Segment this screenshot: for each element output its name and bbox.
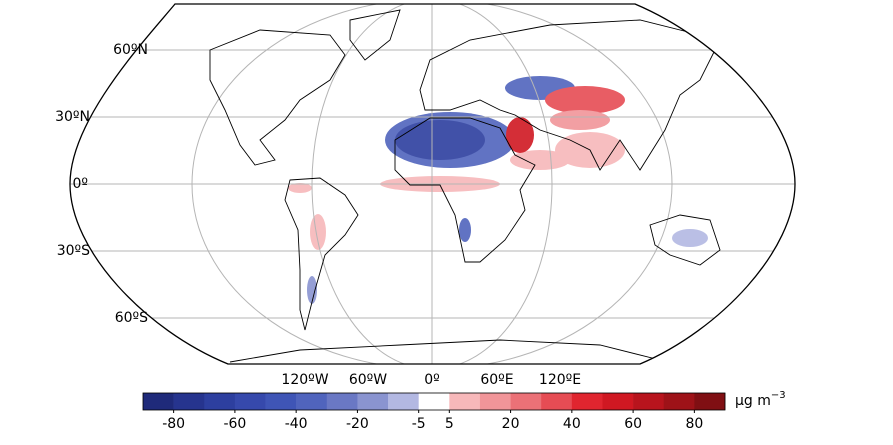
lat-label: 30ºN [55,109,90,125]
colorbar-bin [326,393,358,410]
colorbar-tick-label: -20 [346,416,369,432]
lon-label: 60ºE [480,372,513,388]
colorbar-bin [234,393,266,410]
coastlines [209,9,721,363]
colorbar-bin [479,393,511,410]
labels: 60ºN 30ºN 0º 30ºS 60ºS 120ºW 60ºW 0º 60ºE 120ºE [55,42,581,388]
colorbar-tick-label: -60 [223,416,246,432]
colorbar-bin [388,393,419,410]
colorbar-bin [449,393,481,410]
colorbar-bin [663,393,695,410]
colorbar-tick-label: 80 [685,416,703,432]
lat-label: 60ºS [115,310,148,326]
unit-exponent: −3 [771,390,786,401]
colorbar-bin [510,393,542,410]
colorbar-bin [296,393,328,410]
colorbar-tick-label: 5 [445,416,454,432]
colorbar-bin [357,393,389,410]
colorbar-tick-label: 20 [502,416,520,432]
colorbar-tick-label: -40 [285,416,308,432]
map-border [69,3,796,365]
anomaly-fields [288,76,708,304]
colorbar-tick-label: 40 [563,416,581,432]
colorbar: -80 -60 -40 -20 -5 5 20 40 60 80 μg m−3 [142,390,786,432]
colorbar-frame [142,392,726,411]
colorbar-bin [541,393,573,410]
colorbar-bin [173,393,205,410]
colorbar-tick-label: -5 [412,416,426,432]
map-body [70,4,795,364]
lon-label: 120ºE [539,372,581,388]
colorbar-bin [571,393,603,410]
unit-text: μg m [735,393,771,409]
lat-label: 60ºN [113,42,148,58]
lon-label: 0º [424,372,440,388]
colorbar-tick-label: -80 [162,416,185,432]
colorbar-unit: μg m−3 [735,390,786,409]
colorbar-tick-label: 60 [624,416,642,432]
colorbar-bin [633,393,665,410]
lon-label: 60ºW [349,372,387,388]
colorbar-bin [204,393,236,410]
colorbar-bin [143,393,174,410]
colorbar-bin [694,393,726,410]
lon-label: 120ºW [281,372,328,388]
colorbar-bin [418,393,450,410]
colorbar-bin [265,393,297,410]
lat-label: 30ºS [57,243,90,259]
lat-label: 0º [72,176,88,192]
colorbar-bin [602,393,634,410]
